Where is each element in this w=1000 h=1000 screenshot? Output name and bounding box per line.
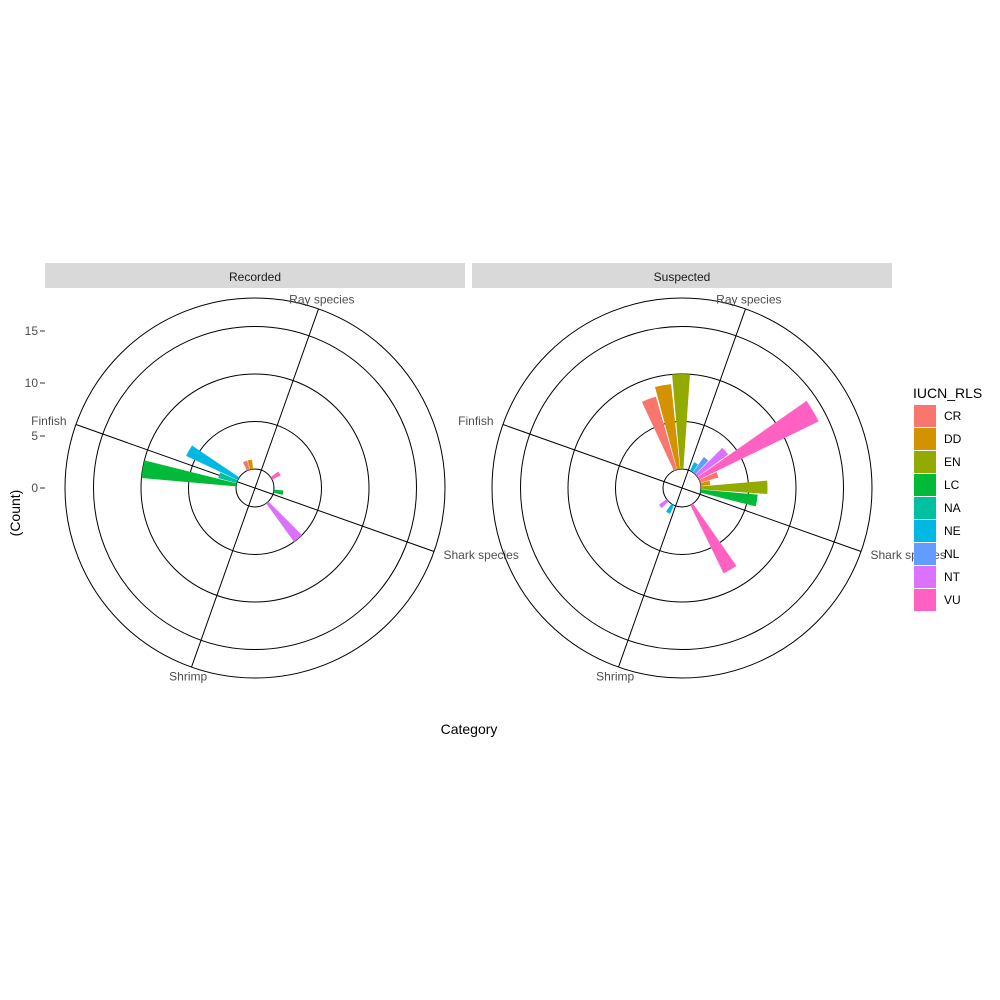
bar-suspected-ray-species-cr [641,396,677,471]
legend-label-en: EN [944,455,961,469]
legend-swatch-nl [914,543,936,565]
bar-suspected-shark-species-dd [700,480,711,487]
legend: IUCN_RLS CR DD EN LC NA NE NL NT VU [913,385,982,611]
legend-label-cr: CR [944,409,962,423]
bar-suspected-shark-species-cr [699,471,719,483]
category-label-ray-species: Ray species [716,293,781,307]
category-label-finfish: Finfish [31,414,66,428]
legend-swatch-na [914,497,936,519]
legend-label-ne: NE [944,524,961,538]
spoke-finfish [502,424,683,489]
legend-swatch-dd [914,428,936,450]
bar-suspected-shark-species-vu [690,503,737,574]
category-label-shrimp: Shrimp [169,669,207,683]
y-tick-label-5: 5 [31,429,38,443]
strip-recorded [45,263,465,288]
bar-suspected-shrimp-ne [666,503,674,514]
polar-grid-recorded [64,297,446,679]
legend-label-dd: DD [944,432,962,446]
y-axis-title: (Count) [7,490,23,537]
x-axis-title: Category [441,721,498,737]
legend-label-vu: VU [944,593,961,607]
panel-recorded: Recorded Finfish Ray species Shark speci… [31,263,519,683]
bar-suspected-ray-species-nt [695,447,729,477]
bar-recorded-finfish-ne [186,445,240,480]
bar-suspected-shark-species-en [700,480,768,495]
legend-swatch-lc [914,474,936,496]
legend-swatch-ne [914,520,936,542]
bar-suspected-ray-species-dd [654,384,681,470]
legend-label-lc: LC [944,478,960,492]
bars-suspected [641,373,819,574]
y-tick-label-0: 0 [31,481,38,495]
strip-suspected [472,263,892,288]
category-label-shark-species: Shark species [443,548,518,562]
bar-recorded-shark-species-nt [266,501,303,542]
bar-recorded-finfish-na [218,472,238,484]
spoke-shrimp [191,487,256,668]
strip-title-recorded: Recorded [229,270,281,284]
bar-suspected-ray-species-ne [690,462,698,473]
grid-ring-5 [188,421,322,555]
legend-label-nt: NT [944,570,961,584]
bar-recorded-ray-species-dd [247,459,254,470]
spoke-ray-species [681,308,746,489]
category-label-shrimp: Shrimp [596,669,634,683]
category-label-ray-species: Ray species [289,293,354,307]
spoke-ray-species [254,308,319,489]
bar-recorded-ray-species-cr [242,460,250,471]
category-labels-recorded: Finfish Ray species Shark species Shrimp [31,293,519,684]
y-tick-label-15: 15 [25,324,39,338]
grid-ring-0 [235,468,275,508]
bars-recorded [141,445,303,542]
bar-recorded-shark-species-lc [273,489,284,495]
bar-suspected-ray-species-en [672,373,691,470]
legend-label-nl: NL [944,547,960,561]
bar-recorded-finfish-lc [141,460,237,487]
spoke-shrimp [618,487,683,668]
y-tick-label-10: 10 [25,376,39,390]
grid-ring-outer [64,297,446,679]
category-label-finfish: Finfish [458,414,493,428]
y-axis: 15 10 5 0 [25,324,45,495]
grid-ring-15 [93,326,417,650]
legend-title: IUCN_RLS [913,385,982,401]
legend-swatch-nt [914,566,936,588]
bar-suspected-shark-species-lc [700,489,758,507]
spoke-shark-species [254,487,435,552]
bar-suspected-shrimp-nt [658,499,669,509]
strip-title-suspected: Suspected [654,270,711,284]
bar-suspected-ray-species-nl [692,456,709,475]
grid-ring-10 [140,373,370,603]
legend-label-na: NA [944,501,961,515]
grid-ring-15 [520,326,844,650]
bar-recorded-ray-species-vu [270,471,281,480]
legend-swatch-en [914,451,936,473]
legend-swatch-vu [914,589,936,611]
bar-suspected-ray-species-vu [697,400,819,480]
grid-ring-outer [491,297,873,679]
legend-swatch-cr [914,405,936,427]
panel-suspected: Suspected Finfish Ray species Shark spec… [458,263,946,683]
spoke-shark-species [681,487,862,552]
